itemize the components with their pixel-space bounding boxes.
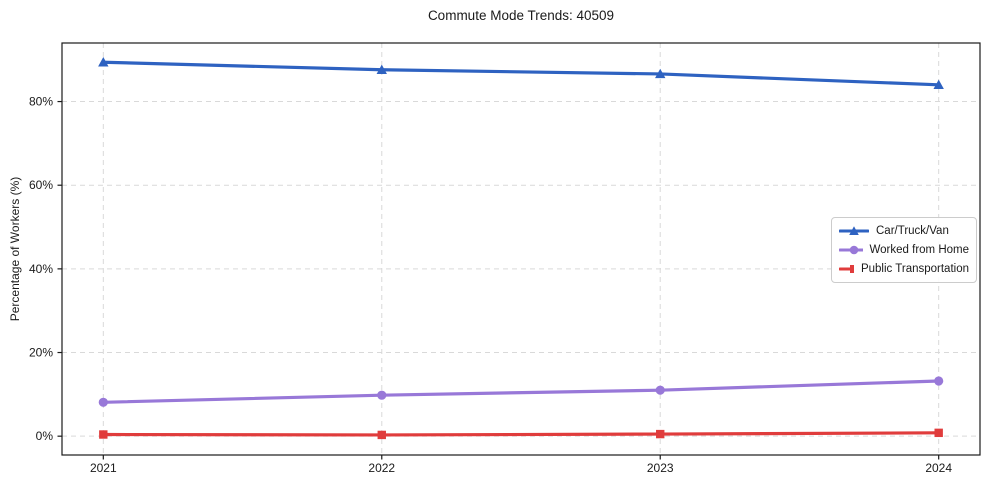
ytick-label-0: 0% [36,429,54,443]
marker-worked-from-home-2022 [377,390,387,400]
ytick-label-80: 80% [29,95,53,109]
square-marker-icon [850,265,854,273]
legend-swatch-circle-icon [839,245,863,255]
ytick-label-60: 60% [29,178,53,192]
triangle-marker-icon [849,226,859,235]
circle-marker-icon [849,245,859,255]
legend-swatch-triangle-icon [839,226,869,235]
legend: Car/Truck/Van Worked from Home Public Tran… [831,217,977,283]
xtick-label-2022: 2022 [368,461,395,475]
xtick-label-2023: 2023 [647,461,674,475]
legend-label: Public Transportation [860,263,969,275]
series-line-worked-from-home [101,379,941,404]
series-line-public-transportation [101,431,941,437]
marker-worked-from-home-2021 [98,397,108,407]
ytick-label-20: 20% [29,346,53,360]
xtick-label-2024: 2024 [925,461,952,475]
marker-public-transportation-2021 [99,430,108,439]
marker-worked-from-home-2023 [655,385,665,395]
legend-item-car-truck-van: Car/Truck/Van [839,223,969,239]
ytick-label-40: 40% [29,262,53,276]
marker-public-transportation-2022 [377,430,386,440]
marker-car-truck-van-2024 [933,79,944,90]
marker-car-truck-van-2022 [376,64,387,74]
xtick-label-2021: 2021 [90,461,117,475]
marker-public-transportation-2024 [934,428,943,438]
legend-item-public-transportation: Public Transportation [839,261,969,277]
legend-label: Car/Truck/Van [876,225,949,237]
plot-frame [61,42,981,456]
legend-swatch-square-icon [839,265,854,273]
marker-public-transportation-2023 [656,429,665,439]
chart-title: Commute Mode Trends: 40509 [427,8,615,23]
marker-worked-from-home-2024 [934,376,944,386]
series-line-car-truck-van [101,60,941,87]
marker-car-truck-van-2021 [98,57,109,67]
marker-car-truck-van-2023 [655,68,666,79]
legend-item-worked-from-home: Worked from Home [839,242,969,258]
legend-label: Worked from Home [869,244,969,256]
